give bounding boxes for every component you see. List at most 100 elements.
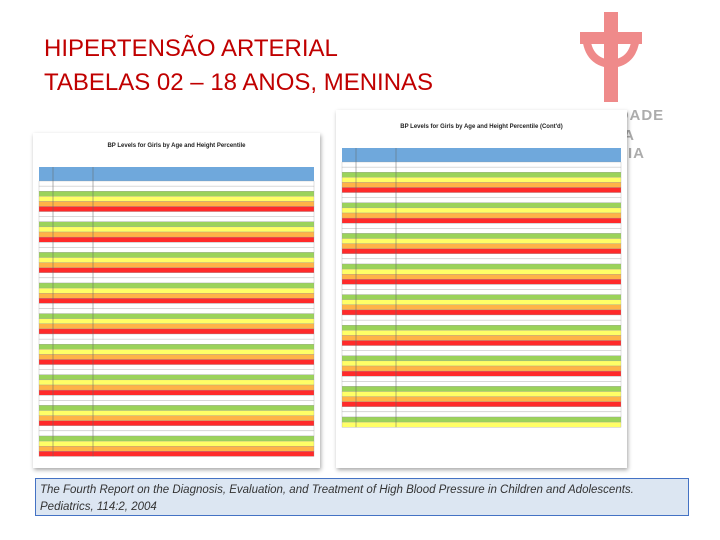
table-row	[38, 267, 315, 273]
table-row	[341, 340, 622, 346]
table-image: BP Levels for Girls by Age and Height Pe…	[33, 133, 320, 468]
table-row	[341, 381, 622, 387]
table-row	[341, 325, 622, 331]
table-row	[38, 277, 315, 284]
table-row	[341, 243, 622, 249]
table-row	[38, 287, 315, 294]
table-row	[341, 182, 622, 188]
table-row	[341, 177, 622, 183]
table-row	[38, 364, 315, 370]
table-row	[341, 386, 622, 392]
table-row	[38, 318, 315, 324]
table-row	[38, 242, 315, 248]
table-row	[38, 333, 315, 340]
table-row	[341, 411, 622, 418]
table-row	[38, 247, 315, 253]
table-row	[38, 211, 315, 217]
table-row	[341, 376, 622, 382]
table-row	[38, 180, 315, 187]
table-row	[38, 313, 315, 319]
table-row	[38, 226, 315, 233]
table-row	[38, 196, 315, 202]
table-row	[341, 304, 622, 311]
table-row	[38, 206, 315, 212]
table-row	[341, 350, 622, 356]
table-row	[341, 421, 622, 428]
table-row	[341, 319, 622, 326]
table-row	[341, 314, 622, 321]
table-row	[38, 420, 315, 426]
table-row	[341, 197, 622, 203]
table-row	[341, 253, 622, 260]
sheet-title: BP Levels for Girls by Age and Height Pe…	[107, 143, 246, 149]
table-row	[38, 395, 315, 401]
table-row	[38, 440, 315, 447]
table-row	[38, 231, 315, 238]
table-row	[341, 202, 622, 209]
table-row	[341, 258, 622, 265]
table-row	[341, 212, 622, 219]
table-row	[38, 221, 315, 228]
table-row	[341, 370, 622, 377]
table-row	[38, 415, 315, 421]
table-row	[38, 236, 315, 243]
table-row	[38, 338, 315, 345]
table-row	[341, 330, 622, 336]
title-line: HIPERTENSÃO ARTERIAL	[44, 35, 338, 62]
table-row	[341, 274, 622, 280]
table-row	[38, 272, 315, 279]
table-row	[341, 279, 622, 285]
table-row	[38, 451, 315, 457]
table-row	[38, 379, 315, 386]
table-row	[38, 282, 315, 289]
table-row	[341, 335, 622, 341]
table-row	[341, 309, 622, 316]
table-row	[341, 187, 622, 193]
table-row	[341, 355, 622, 362]
table-row	[341, 166, 622, 173]
table-row	[38, 303, 315, 309]
citation: The Fourth Report on the Diagnosis, Eval…	[35, 478, 689, 516]
table-row	[38, 328, 315, 335]
table-row	[341, 396, 622, 402]
table-row	[341, 228, 622, 234]
table-row	[38, 323, 315, 330]
table-row	[341, 391, 622, 397]
table-row	[38, 446, 315, 452]
table-row	[38, 389, 315, 396]
table-grid	[341, 148, 622, 428]
table-row	[38, 257, 315, 263]
table-row	[341, 416, 622, 423]
sheet-title: BP Levels for Girls by Age and Height Pe…	[400, 124, 563, 130]
table-row	[341, 289, 622, 295]
table-row	[38, 400, 315, 406]
table-row	[38, 349, 315, 355]
table-row	[38, 185, 315, 192]
table-row	[38, 369, 315, 375]
table-row	[38, 410, 315, 416]
table-row	[38, 252, 315, 258]
table-row	[341, 401, 622, 407]
table-header	[39, 167, 314, 181]
table-row	[341, 172, 622, 178]
table-row	[38, 374, 315, 381]
table-row	[341, 161, 622, 168]
logo-icon	[580, 12, 642, 102]
table-row	[341, 345, 622, 351]
table-row	[341, 238, 622, 244]
table-row	[341, 192, 622, 198]
table-header	[342, 148, 621, 162]
table-row	[38, 191, 315, 197]
table-row	[38, 405, 315, 411]
table-image: BP Levels for Girls by Age and Height Pe…	[336, 110, 627, 468]
table-row	[341, 294, 622, 300]
table-row	[38, 308, 315, 314]
table-row	[341, 207, 622, 214]
table-row	[341, 360, 622, 367]
table-row	[341, 263, 622, 270]
table-row	[38, 216, 315, 222]
table-row	[38, 293, 315, 299]
table-row	[38, 354, 315, 360]
table-row	[341, 268, 622, 275]
